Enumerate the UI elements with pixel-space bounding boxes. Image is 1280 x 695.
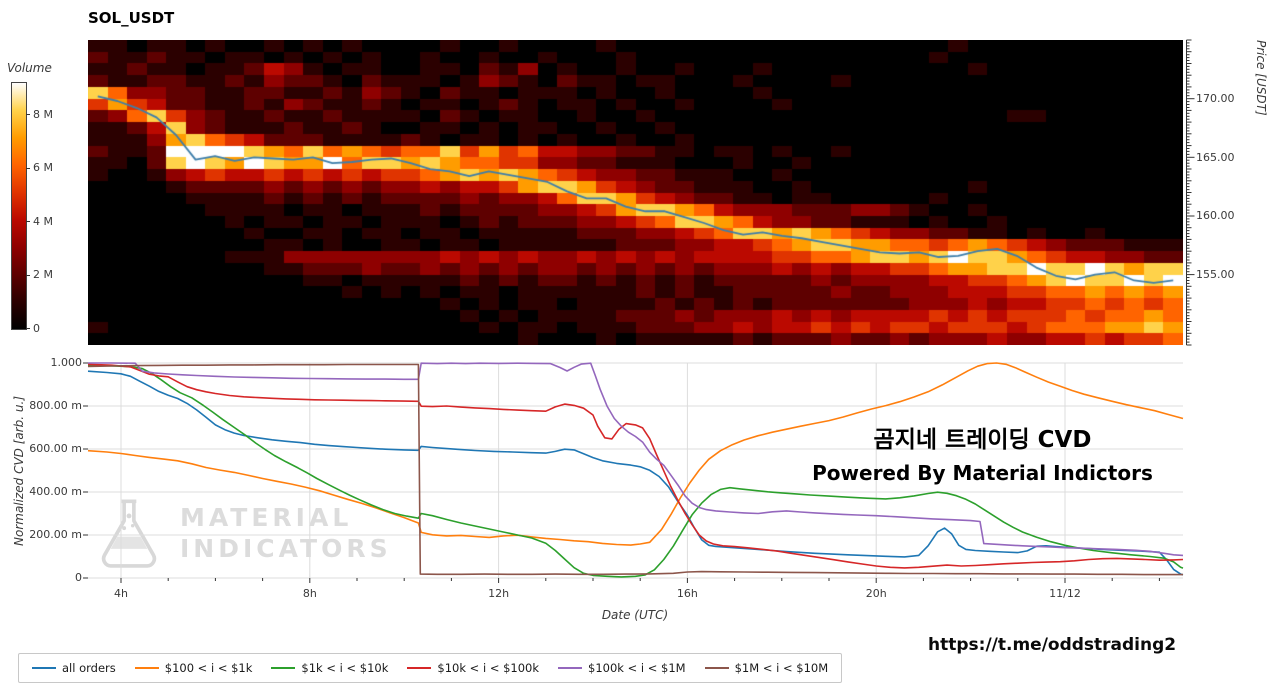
series-1k-i-10k: [87, 364, 1184, 578]
legend-swatch: [134, 667, 159, 669]
colorbar-tick-label: 6 M: [33, 161, 53, 175]
colorbar-title: Volume: [7, 61, 52, 75]
legend-item: all orders: [32, 661, 116, 675]
price-tick-label: 170.00: [1196, 92, 1235, 106]
overlay-text: 곰지네 트레이딩 CVD Powered By Material Indicto…: [790, 420, 1175, 485]
legend-swatch: [32, 667, 56, 669]
cvd-y-tick-label: 600.00 m: [29, 442, 82, 455]
legend-label: $1M < i < $10M: [734, 661, 829, 675]
colorbar-tick: [26, 114, 30, 116]
cvd-y-axis-label: Normalized CVD [arb. u.]: [12, 395, 26, 546]
series-1m-i-10m: [87, 363, 1183, 576]
legend-item: $1M < i < $10M: [704, 661, 829, 675]
legend-item: $1k < i < $10k: [271, 661, 388, 675]
heatmap-canvas: [88, 40, 1183, 345]
cvd-x-tick-label: 20h: [865, 587, 887, 600]
cvd-y-tick-label: 800.00 m: [29, 399, 82, 412]
colorbar-tick-label: 4 M: [33, 214, 53, 228]
legend-swatch: [558, 667, 583, 669]
series-10k-i-100k: [87, 363, 1184, 569]
cvd-y-tick-label: 200.00 m: [29, 528, 82, 541]
colorbar-tick-label: 8 M: [33, 107, 53, 121]
legend-item: $100k < i < $1M: [558, 661, 686, 675]
price-tick-label: 155.00: [1196, 268, 1235, 282]
cvd-x-tick-label: 11/12: [1049, 587, 1081, 600]
legend-label: $10k < i < $100k: [437, 661, 540, 675]
cvd-chart-svg: [83, 362, 1184, 583]
cvd-x-axis-label: Date (UTC): [601, 608, 669, 622]
colorbar-tick: [26, 328, 30, 329]
legend-label: $1k < i < $10k: [301, 661, 389, 675]
legend: all orders $100 < i < $1k $1k < i < $10k $1…: [18, 653, 843, 683]
cvd-y-tick-label: 400.00 m: [29, 485, 82, 498]
legend-label: $100k < i < $1M: [588, 661, 686, 675]
colorbar-tick-label: 0: [33, 321, 40, 335]
price-axis-ticks: [1186, 39, 1195, 346]
price-axis-label: Price [USDT]: [1254, 40, 1268, 116]
watermark: MATERIAL INDICATORS: [90, 494, 392, 572]
legend-label: all orders: [62, 661, 116, 675]
overlay-line2: Powered By Material Indictors: [812, 461, 1153, 485]
colorbar-tick: [26, 167, 30, 169]
colorbar-tick: [26, 274, 30, 276]
cvd-y-tick-label: 0: [75, 571, 82, 584]
telegram-url: https://t.me/oddstrading2: [928, 635, 1177, 655]
legend-item: $10k < i < $100k: [407, 661, 539, 675]
colorbar-tick: [26, 221, 30, 223]
colorbar-tick-label: 2 M: [33, 268, 53, 282]
cvd-y-tick-label: 1.000: [50, 356, 83, 369]
legend-swatch: [704, 667, 729, 669]
series-100-i-1k: [87, 362, 1184, 546]
legend-label: $100 < i < $1k: [164, 661, 253, 675]
volume-colorbar: [11, 82, 27, 330]
price-tick-label: 165.00: [1196, 150, 1235, 164]
overlay-line1: 곰지네 트레이딩 CVD: [873, 427, 1092, 453]
cvd-x-tick-label: 12h: [488, 587, 510, 600]
cvd-x-tick-label: 8h: [302, 587, 317, 600]
cvd-x-tick-label: 16h: [676, 587, 698, 600]
legend-item: $100 < i < $1k: [134, 661, 253, 675]
flask-icon: [101, 499, 157, 568]
cvd-x-tick-label: 4h: [114, 587, 129, 600]
watermark-line2: INDICATORS: [180, 534, 392, 563]
watermark-line1: MATERIAL: [180, 502, 353, 532]
legend-swatch: [407, 667, 432, 669]
price-tick-label: 160.00: [1196, 209, 1235, 223]
legend-swatch: [271, 667, 296, 669]
series-100k-i-1m: [88, 362, 1184, 557]
watermark-text: MATERIAL INDICATORS: [180, 502, 392, 565]
chart-title: SOL_USDT: [88, 9, 175, 27]
